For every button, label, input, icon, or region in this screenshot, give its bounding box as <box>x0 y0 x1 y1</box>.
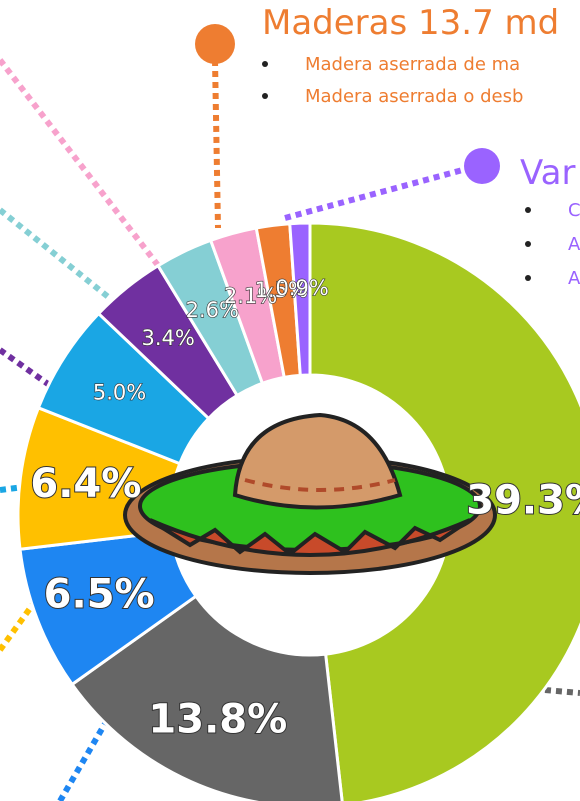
data-label: 39.3% <box>466 477 580 523</box>
data-label: 3.4% <box>141 326 194 350</box>
donut-slice <box>70 594 344 801</box>
annotation-item: Madera aserrada o desb <box>305 86 523 107</box>
bullet <box>262 61 268 67</box>
data-label: 2.1% <box>224 284 277 308</box>
annotation-item: A <box>568 268 580 289</box>
data-label: 13.8% <box>148 696 287 742</box>
leader-lines <box>0 24 580 801</box>
data-label: 0.9% <box>275 276 328 300</box>
bullet <box>262 93 268 99</box>
annotation-title: Maderas 13.7 md <box>262 3 559 43</box>
donut-slice <box>288 221 312 377</box>
donut <box>16 221 580 801</box>
annotations: Maderas 13.7 md Madera aserrada de ma Made… <box>262 3 580 289</box>
donut-slice <box>308 221 580 801</box>
annotation-item: A <box>568 234 580 255</box>
bullet <box>525 207 531 213</box>
data-label: 5.0% <box>93 380 146 404</box>
bullet <box>525 275 531 281</box>
bullet <box>525 241 531 247</box>
sombrero-icon <box>123 412 497 575</box>
data-label: 2.6% <box>186 298 239 322</box>
annotation-item: Madera aserrada de ma <box>305 54 520 75</box>
data-label: 1.5% <box>255 278 308 302</box>
annotation-item: C <box>568 200 580 221</box>
data-label: 6.5% <box>44 571 155 617</box>
data-labels: 39.3% 13.8% 6.5% 6.4% 5.0% 3.4% 2.6%2.1%1.5%0.… <box>29 276 580 744</box>
annotation-title: Var <box>520 153 575 193</box>
data-label: 6.4% <box>30 461 141 507</box>
